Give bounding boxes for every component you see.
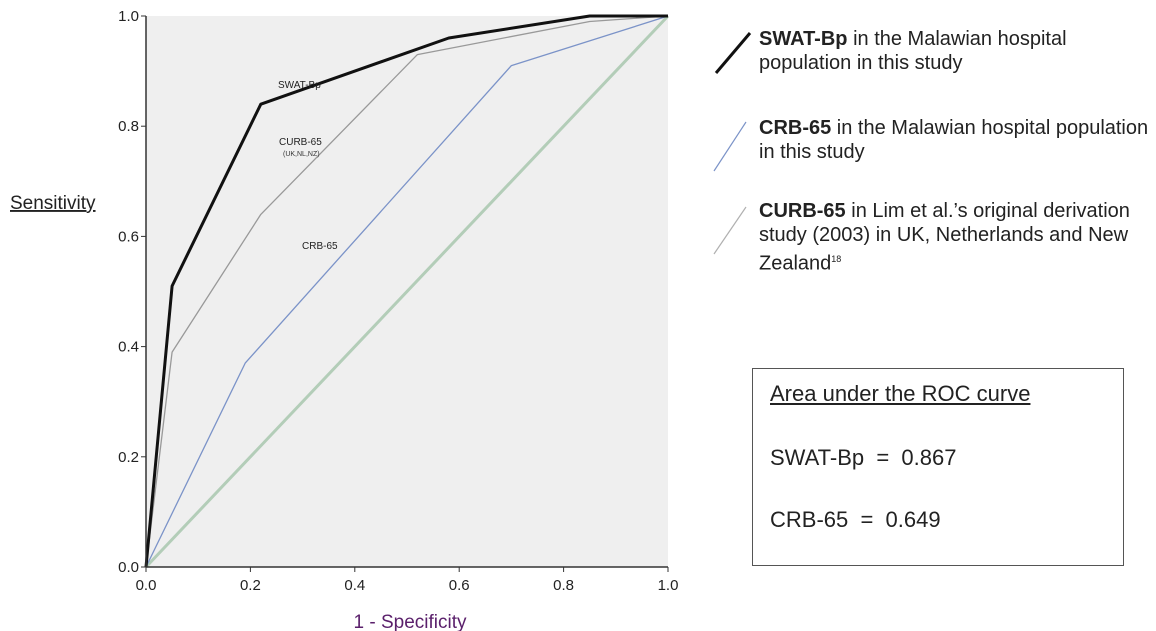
y-tick-label: 1.0 xyxy=(118,8,139,25)
legend-item-swat-bp: SWAT-Bp in the Malawian hospital populat… xyxy=(712,27,1152,107)
curve-label-crb-65: CRB-65 xyxy=(302,241,338,252)
y-axis-title: Sensitivity xyxy=(10,193,96,214)
legend-text-swat-bp: SWAT-Bp in the Malawian hospital populat… xyxy=(759,28,1067,74)
legend-text-crb-65: CRB-65 in the Malawian hospital populati… xyxy=(759,117,1149,163)
curve-label-curb-65: CURB-65 xyxy=(279,137,322,148)
series-line-crb-65 xyxy=(145,15,669,568)
legend-swatch-curb-65 xyxy=(713,206,747,255)
auc-title: Area under the ROC curve xyxy=(770,381,1031,406)
x-tick-label: 0.6 xyxy=(449,577,470,594)
legend-item-curb-65: CURB-65 in Lim et al.’s original derivat… xyxy=(712,199,1152,279)
auc-value-swat-bp: SWAT-Bp = 0.867 xyxy=(770,445,957,470)
legend-text-curb-65: CURB-65 in Lim et al.’s original derivat… xyxy=(759,200,1130,275)
x-tick-label: 0.2 xyxy=(240,577,261,594)
curve-label-swat-bp: SWAT-Bp xyxy=(278,80,321,91)
y-tick-label: 0.4 xyxy=(118,339,139,356)
y-tick-label: 0.0 xyxy=(118,559,139,576)
auc-value-crb-65: CRB-65 = 0.649 xyxy=(770,507,941,532)
x-tick-label: 0.4 xyxy=(344,577,365,594)
x-axis-title: 1 - Specificity xyxy=(354,612,467,631)
auc-box: Area under the ROC curve SWAT-Bp = 0.867… xyxy=(752,368,1124,566)
series-line-reference-line xyxy=(144,14,670,569)
series-line-swat-bp xyxy=(144,14,668,568)
y-tick-label: 0.6 xyxy=(118,228,139,245)
x-tick-label: 0.0 xyxy=(136,577,157,594)
x-tick-label: 1.0 xyxy=(658,577,679,594)
x-tick-label: 0.8 xyxy=(553,577,574,594)
legend-swatch-swat-bp xyxy=(714,32,752,74)
legend-item-crb-65: CRB-65 in the Malawian hospital populati… xyxy=(712,116,1152,196)
curve-sublabel-curb-65: (UK,NL,NZ) xyxy=(283,151,320,158)
series-line-curb-65 xyxy=(145,15,669,568)
y-tick-label: 0.8 xyxy=(118,118,139,135)
y-tick-label: 0.2 xyxy=(118,449,139,466)
legend-footnote: 18 xyxy=(831,254,842,264)
legend-swatch-crb-65 xyxy=(713,121,747,172)
